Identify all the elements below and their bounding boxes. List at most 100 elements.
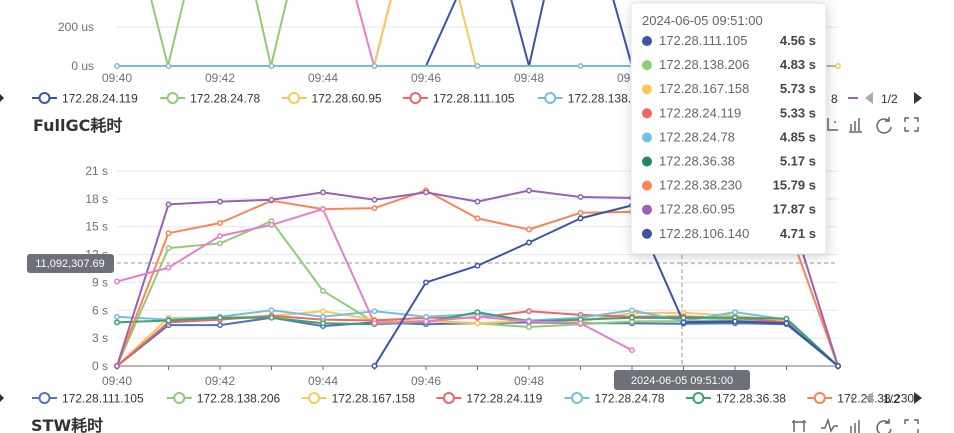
data-point[interactable]	[526, 324, 532, 330]
legend-item[interactable]: 172.28.167.158	[301, 392, 416, 406]
top-data-point[interactable]	[474, 63, 481, 69]
legend-swatch-marker	[692, 392, 705, 404]
data-point[interactable]	[371, 308, 378, 315]
top-data-point[interactable]	[114, 63, 120, 69]
data-point[interactable]	[474, 313, 481, 320]
tooltip-series-value: 5.33 s	[780, 105, 816, 120]
data-point[interactable]	[474, 309, 481, 316]
data-point[interactable]	[320, 308, 326, 315]
data-point[interactable]	[577, 320, 584, 327]
data-point[interactable]	[783, 315, 790, 322]
data-point[interactable]	[577, 194, 584, 200]
data-point[interactable]	[165, 230, 172, 237]
restore-icon[interactable]	[876, 419, 892, 433]
data-point[interactable]	[577, 215, 584, 222]
data-point[interactable]	[629, 314, 635, 321]
data-point[interactable]	[217, 314, 223, 321]
legend-item[interactable]: 172.28.38.230	[807, 392, 914, 406]
data-point[interactable]	[165, 245, 172, 252]
data-point[interactable]	[423, 279, 429, 286]
data-point[interactable]	[577, 209, 584, 216]
line-chart-icon[interactable]	[821, 417, 838, 433]
data-point[interactable]	[732, 318, 738, 325]
data-point[interactable]	[371, 320, 378, 327]
data-point[interactable]	[526, 239, 532, 246]
legend-item[interactable]: 172.28.36.38	[685, 392, 786, 406]
top-series-line	[374, 0, 457, 67]
data-point[interactable]	[114, 278, 120, 285]
zoom-icon[interactable]	[792, 420, 806, 432]
data-point[interactable]	[217, 220, 223, 226]
data-point[interactable]	[320, 287, 326, 294]
restore-icon[interactable]	[876, 117, 892, 134]
data-point[interactable]	[268, 196, 275, 203]
top-data-point[interactable]	[268, 63, 275, 69]
data-point[interactable]	[835, 363, 841, 369]
data-point[interactable]	[217, 322, 223, 329]
data-point[interactable]	[732, 309, 738, 316]
data-point[interactable]	[371, 205, 378, 212]
data-point[interactable]	[474, 320, 481, 327]
data-point[interactable]	[783, 320, 790, 327]
data-point[interactable]	[320, 189, 326, 196]
data-point[interactable]	[268, 221, 275, 228]
legend-next-page-icon[interactable]	[914, 392, 922, 404]
data-point[interactable]	[423, 313, 429, 320]
legend-prev-page-icon[interactable]	[865, 92, 873, 104]
legend-item[interactable]: 172.28.24.78	[564, 392, 665, 406]
fullscreen-icon[interactable]	[904, 117, 919, 132]
data-point[interactable]	[114, 319, 120, 326]
data-point[interactable]	[217, 198, 223, 205]
legend-item[interactable]: 172.28.60.95	[281, 92, 382, 106]
top-data-point[interactable]	[577, 63, 584, 69]
data-point[interactable]	[320, 320, 326, 327]
legend-item[interactable]: 172.28.138.206	[166, 392, 281, 406]
data-point[interactable]	[320, 206, 326, 213]
legend-label: 172.28.24.78	[595, 392, 665, 406]
data-point[interactable]	[217, 240, 223, 247]
data-point[interactable]	[217, 233, 223, 239]
legend-item[interactable]: 172.28.24.119	[436, 392, 543, 406]
tooltip-panel	[630, 2, 827, 255]
bar-chart-icon[interactable]	[849, 118, 862, 133]
legend-item[interactable]: 172.28.111.105	[32, 392, 144, 406]
data-point[interactable]	[165, 317, 172, 324]
data-point[interactable]	[526, 308, 532, 315]
line-chart-icon[interactable]	[827, 118, 838, 131]
legend-item[interactable]: 172.28.111.105	[402, 92, 515, 106]
bar-chart-icon[interactable]	[850, 420, 860, 433]
legend-item[interactable]: 172.28.24.78	[160, 92, 260, 106]
fullgc-legend-page-indicator: 1/2	[883, 392, 900, 406]
data-point[interactable]	[680, 319, 687, 326]
legend-item[interactable]: 172.28.24.119	[32, 92, 138, 106]
data-point[interactable]	[320, 313, 326, 320]
top-data-point[interactable]	[835, 63, 841, 69]
data-point[interactable]	[526, 318, 532, 325]
data-point[interactable]	[268, 314, 275, 321]
data-point[interactable]	[629, 347, 635, 354]
data-point[interactable]	[423, 318, 429, 325]
data-point[interactable]	[526, 187, 532, 194]
data-point[interactable]	[371, 363, 378, 369]
data-point[interactable]	[423, 189, 429, 196]
data-point[interactable]	[114, 363, 120, 369]
legend-prev-page-icon[interactable]	[865, 392, 873, 404]
top-data-point[interactable]	[165, 63, 172, 69]
legend-scroll-left-edge-icon[interactable]	[0, 394, 4, 402]
top-data-point[interactable]	[371, 63, 378, 69]
data-point[interactable]	[114, 313, 120, 320]
data-point[interactable]	[165, 201, 172, 208]
fullscreen-icon[interactable]	[904, 419, 919, 433]
data-point[interactable]	[474, 198, 481, 205]
legend-label: 172.28.24.78	[190, 92, 260, 106]
data-point[interactable]	[371, 196, 378, 203]
data-point[interactable]	[474, 262, 481, 269]
data-point[interactable]	[526, 226, 532, 233]
data-point[interactable]	[165, 264, 172, 271]
data-point[interactable]	[268, 307, 275, 314]
top-xtick-label: 09:40	[102, 71, 132, 85]
legend-scroll-left-edge-icon[interactable]	[0, 94, 4, 102]
data-point[interactable]	[474, 215, 481, 222]
legend-next-page-icon[interactable]	[914, 92, 922, 104]
data-point[interactable]	[629, 307, 635, 314]
